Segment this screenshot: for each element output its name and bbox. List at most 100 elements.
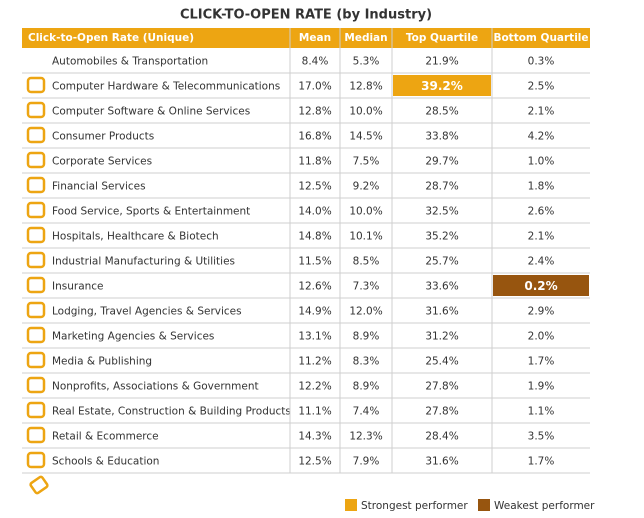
row-label: Lodging, Travel Agencies & Services bbox=[52, 306, 242, 318]
cell: 11.1% bbox=[298, 406, 331, 418]
header-cell: Bottom Quartile bbox=[493, 32, 588, 44]
cell: 0.3% bbox=[528, 56, 555, 68]
legend-label: Strongest performer bbox=[361, 500, 468, 512]
cell: 25.4% bbox=[425, 356, 458, 368]
header-cell: Click-to-Open Rate (Unique) bbox=[28, 32, 194, 44]
cell: 8.3% bbox=[353, 356, 380, 368]
header-cell: Median bbox=[344, 32, 387, 44]
cell: 14.5% bbox=[349, 131, 382, 143]
cell: 31.2% bbox=[425, 331, 458, 343]
cell: 14.0% bbox=[298, 206, 331, 218]
cell: 12.3% bbox=[349, 431, 382, 443]
row-label: Real Estate, Construction & Building Pro… bbox=[52, 406, 291, 418]
cell: 1.7% bbox=[528, 456, 555, 468]
cell: 28.7% bbox=[425, 181, 458, 193]
cell: 16.8% bbox=[298, 131, 331, 143]
row-icon bbox=[26, 276, 46, 294]
cell: 8.4% bbox=[302, 56, 329, 68]
cell: 25.7% bbox=[425, 256, 458, 268]
row-label: Computer Hardware & Telecommunications bbox=[52, 81, 280, 93]
cell: 21.9% bbox=[425, 56, 458, 68]
cell: 32.5% bbox=[425, 206, 458, 218]
cell: 12.8% bbox=[298, 106, 331, 118]
cell: 33.6% bbox=[425, 281, 458, 293]
extra-icon bbox=[29, 475, 49, 495]
cell: 2.1% bbox=[528, 106, 555, 118]
row-label: Retail & Ecommerce bbox=[52, 431, 159, 443]
cell: 2.0% bbox=[528, 331, 555, 343]
cell: 12.5% bbox=[298, 456, 331, 468]
cell: 7.5% bbox=[353, 156, 380, 168]
cell: 39.2% bbox=[421, 79, 463, 93]
row-label: Computer Software & Online Services bbox=[52, 106, 250, 118]
row-icon bbox=[26, 376, 46, 394]
row-icon bbox=[26, 426, 46, 444]
row-icon bbox=[26, 301, 46, 319]
row-label: Consumer Products bbox=[52, 131, 154, 143]
cell: 4.2% bbox=[528, 131, 555, 143]
cell: 2.9% bbox=[528, 306, 555, 318]
cell: 12.0% bbox=[349, 306, 382, 318]
cell: 2.4% bbox=[528, 256, 555, 268]
highlight-cell bbox=[393, 75, 491, 96]
cell: 12.2% bbox=[298, 381, 331, 393]
row-label: Industrial Manufacturing & Utilities bbox=[52, 256, 235, 268]
legend-swatch bbox=[478, 499, 490, 511]
cell: 14.3% bbox=[298, 431, 331, 443]
row-label: Schools & Education bbox=[52, 456, 159, 468]
row-label: Insurance bbox=[52, 281, 104, 293]
title: CLICK-TO-OPEN RATE (by Industry) bbox=[180, 8, 432, 23]
cell: 7.9% bbox=[353, 456, 380, 468]
cell: 1.0% bbox=[528, 156, 555, 168]
cell: 33.8% bbox=[425, 131, 458, 143]
row-icon bbox=[26, 151, 46, 169]
row-icon bbox=[26, 101, 46, 119]
cell: 0.2% bbox=[524, 279, 557, 293]
row-label: Automobiles & Transportation bbox=[52, 56, 208, 68]
header-cell: Mean bbox=[299, 32, 331, 44]
cell: 27.8% bbox=[425, 406, 458, 418]
row-label: Marketing Agencies & Services bbox=[52, 331, 214, 343]
cell: 1.9% bbox=[528, 381, 555, 393]
cell: 14.8% bbox=[298, 231, 331, 243]
row-icon bbox=[26, 251, 46, 269]
cell: 1.7% bbox=[528, 356, 555, 368]
cell: 17.0% bbox=[298, 81, 331, 93]
cell: 31.6% bbox=[425, 456, 458, 468]
cell: 8.9% bbox=[353, 331, 380, 343]
cell: 12.6% bbox=[298, 281, 331, 293]
row-icon bbox=[26, 201, 46, 219]
cell: 2.1% bbox=[528, 231, 555, 243]
cell: 8.9% bbox=[353, 381, 380, 393]
cell: 13.1% bbox=[298, 331, 331, 343]
cell: 29.7% bbox=[425, 156, 458, 168]
row-icon bbox=[26, 326, 46, 344]
legend-label: Weakest performer bbox=[494, 500, 595, 512]
row-label: Nonprofits, Associations & Government bbox=[52, 381, 259, 393]
row-label: Hospitals, Healthcare & Biotech bbox=[52, 231, 219, 243]
row-icon bbox=[26, 126, 46, 144]
cell: 7.3% bbox=[353, 281, 380, 293]
row-icon bbox=[26, 176, 46, 194]
row-icon bbox=[26, 226, 46, 244]
cell: 1.1% bbox=[528, 406, 555, 418]
row-icon bbox=[26, 451, 46, 469]
row-label: Food Service, Sports & Entertainment bbox=[52, 206, 250, 218]
row-label: Corporate Services bbox=[52, 156, 152, 168]
cell: 11.5% bbox=[298, 256, 331, 268]
cell: 11.2% bbox=[298, 356, 331, 368]
cell: 11.8% bbox=[298, 156, 331, 168]
row-icon bbox=[26, 351, 46, 369]
cell: 14.9% bbox=[298, 306, 331, 318]
cell: 2.6% bbox=[528, 206, 555, 218]
cell: 10.0% bbox=[349, 106, 382, 118]
row-label: Financial Services bbox=[52, 181, 146, 193]
cell: 28.4% bbox=[425, 431, 458, 443]
row-icon bbox=[26, 401, 46, 419]
row-icon bbox=[26, 76, 46, 94]
legend-swatch bbox=[345, 499, 357, 511]
header-cell: Top Quartile bbox=[406, 32, 478, 44]
cell: 31.6% bbox=[425, 306, 458, 318]
cell: 9.2% bbox=[353, 181, 380, 193]
